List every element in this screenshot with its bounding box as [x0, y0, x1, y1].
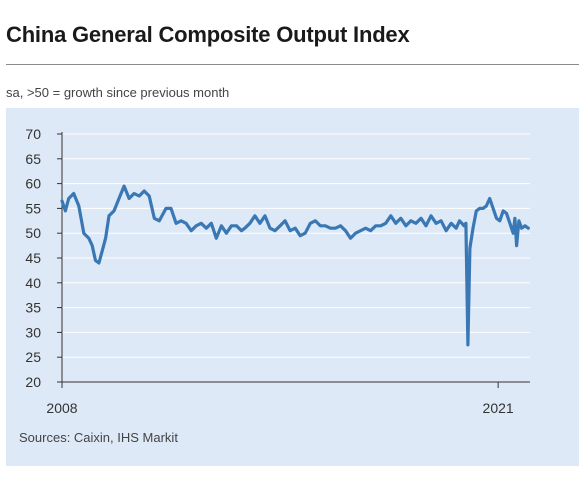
y-tick-label-40: 40	[25, 275, 41, 291]
y-tick-label-70: 70	[25, 126, 41, 142]
y-tick-label-55: 55	[25, 200, 41, 216]
title-rule	[6, 64, 579, 65]
source-note: Sources: Caixin, IHS Markit	[19, 430, 178, 445]
series-line-0	[60, 184, 530, 347]
y-tick-label-20: 20	[25, 374, 41, 390]
y-tick-label-30: 30	[25, 324, 41, 340]
chart-title: China General Composite Output Index	[6, 22, 410, 47]
x-tick-label-2021: 2021	[483, 400, 514, 416]
chart-panel: 20 25 30 35 40 45 50 55 60 65 70 2008 2021 Sources: …	[6, 108, 579, 466]
y-tick-label-50: 50	[25, 225, 41, 241]
y-tick-label-25: 25	[25, 349, 41, 365]
chart-subtitle: sa, >50 = growth since previous month	[6, 85, 230, 100]
y-tick-label-60: 60	[25, 176, 41, 192]
y-tick-label-65: 65	[25, 151, 41, 167]
x-tick-label-2008: 2008	[46, 400, 77, 416]
y-tick-label-45: 45	[25, 250, 41, 266]
line-chart: 20 25 30 35 40 45 50 55 60 65 70 2008 2021	[25, 126, 530, 416]
y-tick-label-35: 35	[25, 300, 41, 316]
